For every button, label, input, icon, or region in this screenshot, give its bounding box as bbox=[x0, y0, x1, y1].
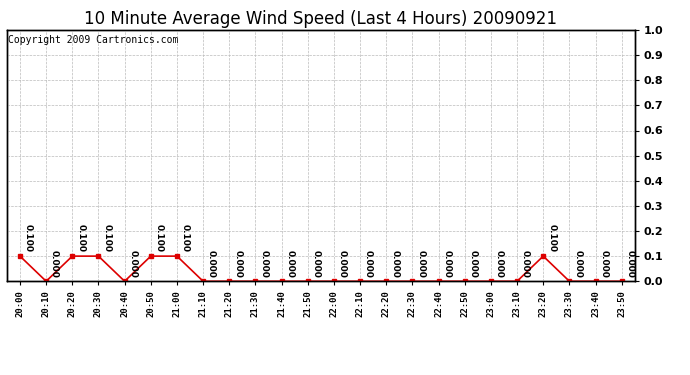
Text: 0.000: 0.000 bbox=[233, 250, 242, 278]
Text: 0.000: 0.000 bbox=[364, 250, 373, 278]
Title: 10 Minute Average Wind Speed (Last 4 Hours) 20090921: 10 Minute Average Wind Speed (Last 4 Hou… bbox=[84, 10, 558, 28]
Text: 0.000: 0.000 bbox=[469, 250, 477, 278]
Text: 0.100: 0.100 bbox=[155, 224, 164, 252]
Text: 0.100: 0.100 bbox=[181, 224, 190, 252]
Text: 0.000: 0.000 bbox=[573, 250, 582, 278]
Text: 0.000: 0.000 bbox=[416, 250, 425, 278]
Text: Copyright 2009 Cartronics.com: Copyright 2009 Cartronics.com bbox=[8, 35, 179, 45]
Text: 0.000: 0.000 bbox=[312, 250, 321, 278]
Text: 0.000: 0.000 bbox=[600, 250, 609, 278]
Text: 0.000: 0.000 bbox=[259, 250, 268, 278]
Text: 0.000: 0.000 bbox=[338, 250, 347, 278]
Text: 0.000: 0.000 bbox=[207, 250, 216, 278]
Text: 0.000: 0.000 bbox=[626, 250, 635, 278]
Text: 0.000: 0.000 bbox=[128, 250, 137, 278]
Text: 0.100: 0.100 bbox=[102, 224, 111, 252]
Text: 0.000: 0.000 bbox=[442, 250, 451, 278]
Text: 0.100: 0.100 bbox=[24, 224, 33, 252]
Text: 0.100: 0.100 bbox=[547, 224, 556, 252]
Text: 0.000: 0.000 bbox=[390, 250, 400, 278]
Text: 0.000: 0.000 bbox=[521, 250, 530, 278]
Text: 0.000: 0.000 bbox=[50, 250, 59, 278]
Text: 0.100: 0.100 bbox=[76, 224, 86, 252]
Text: 0.000: 0.000 bbox=[495, 250, 504, 278]
Text: 0.000: 0.000 bbox=[286, 250, 295, 278]
